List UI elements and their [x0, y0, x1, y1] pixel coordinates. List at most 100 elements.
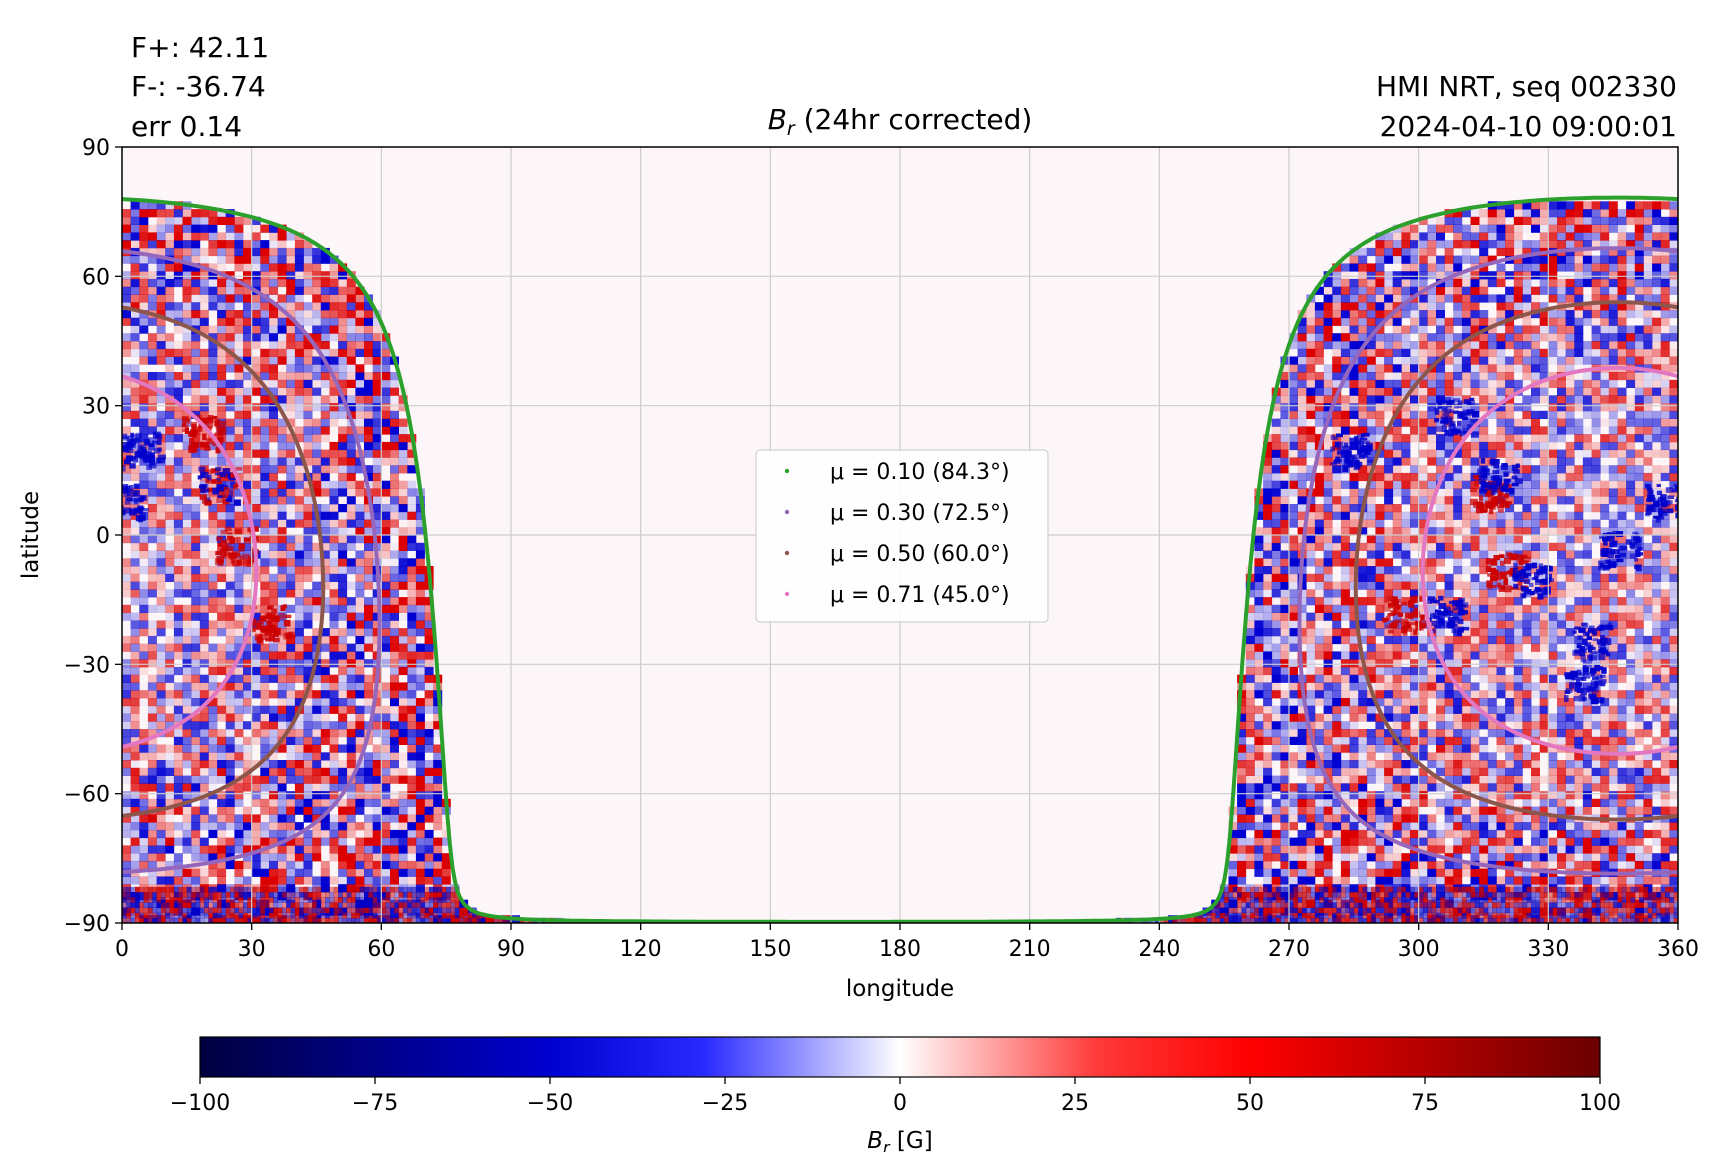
texture-cell: [277, 729, 287, 738]
texture-cell: [372, 837, 382, 846]
texture-cell: [415, 612, 425, 621]
texture-cell: [130, 348, 140, 357]
texture-cell: [355, 573, 365, 582]
texture-cell: [1340, 860, 1350, 870]
texture-cell: [1314, 472, 1324, 482]
texture-cell: [1444, 736, 1454, 745]
texture-cell: [1418, 255, 1428, 264]
texture-cell: [251, 488, 261, 497]
texture-cell: [182, 659, 192, 668]
texture-cell: [251, 310, 261, 319]
texture-cell: [1289, 472, 1298, 482]
texture-cell: [346, 434, 356, 443]
texture-cell: [1280, 612, 1290, 621]
texture-cell: [346, 286, 356, 295]
texture-cell: [1461, 775, 1471, 784]
texture-cell: [303, 255, 313, 264]
texture-cell: [329, 752, 339, 761]
texture-cell: [139, 837, 149, 846]
texture-cell: [130, 581, 140, 590]
texture-cell: [312, 263, 322, 272]
texture-cell: [165, 666, 175, 676]
texture-cell: [1366, 341, 1376, 350]
texture-cell: [381, 604, 391, 613]
texture-cell: [1323, 333, 1333, 342]
texture-cell: [355, 542, 365, 551]
texture-cell: [1349, 783, 1359, 792]
texture-cell: [139, 240, 149, 249]
texture-cell: [1254, 597, 1264, 606]
texture-cell: [182, 791, 192, 800]
texture-cell: [260, 356, 270, 365]
texture-cell: [208, 348, 218, 357]
texture-cell: [320, 736, 330, 745]
texture-cell: [1375, 736, 1385, 745]
texture-cell: [183, 768, 192, 776]
texture-cell: [1271, 853, 1281, 862]
texture-cell: [1289, 643, 1298, 652]
texture-cell: [372, 752, 382, 761]
texture-cell: [269, 434, 278, 443]
texture-cell: [1254, 550, 1264, 559]
texture-cell: [1366, 286, 1376, 295]
texture-cell: [1436, 542, 1445, 551]
texture-cell: [320, 333, 330, 342]
texture-cell: [355, 317, 365, 326]
texture-cell: [191, 744, 201, 753]
texture-cell: [191, 791, 201, 800]
texture-cell: [312, 767, 322, 776]
texture-cell: [243, 612, 252, 621]
texture-cell: [1436, 721, 1445, 730]
texture-cell: [433, 860, 443, 870]
texture-cell: [346, 356, 356, 365]
texture-cell: [156, 294, 166, 303]
texture-cell: [1453, 240, 1463, 249]
texture-cell: [1340, 348, 1350, 357]
texture-cell: [1332, 542, 1342, 551]
texture-cell: [217, 263, 227, 272]
texture-cell: [355, 698, 364, 706]
texture-cell: [346, 791, 356, 800]
texture-cell: [398, 666, 408, 676]
texture-cell: [1340, 760, 1350, 769]
texture-cell: [208, 247, 218, 257]
texture-cell: [1332, 752, 1342, 761]
texture-cell: [269, 535, 278, 544]
texture-cell: [1340, 868, 1350, 877]
texture-cell: [208, 558, 218, 567]
texture-cell: [286, 410, 296, 419]
texture-cell: [156, 511, 166, 520]
texture-cell: [199, 209, 209, 218]
texture-cell: [1340, 791, 1350, 800]
texture-cell: [1453, 721, 1463, 730]
texture-cell: [1375, 791, 1385, 800]
texture-cell: [173, 837, 183, 846]
texture-cell: [251, 418, 261, 427]
texture-cell: [1418, 899, 1428, 908]
texture-cell: [182, 581, 192, 590]
texture-cell: [182, 449, 192, 458]
texture-cell: [1375, 775, 1385, 784]
texture-cell: [1375, 674, 1385, 683]
texture-cell: [173, 426, 183, 435]
texture-cell: [1297, 729, 1307, 738]
texture-cell: [234, 760, 244, 769]
texture-cell: [1392, 752, 1402, 761]
texture-cell: [338, 441, 348, 451]
texture-cell: [294, 806, 304, 815]
texture-cell: [243, 395, 252, 404]
texture-cell: [1384, 651, 1394, 660]
texture-cell: [355, 519, 365, 528]
texture-cell: [156, 752, 166, 761]
texture-cell: [1427, 736, 1437, 745]
texture-cell: [320, 822, 330, 831]
texture-cell: [415, 682, 425, 691]
texture-cell: [139, 465, 149, 474]
texture-cell: [390, 635, 399, 645]
texture-cell: [199, 736, 209, 745]
texture-cell: [1289, 666, 1298, 676]
texture-cell: [1366, 791, 1376, 800]
texture-cell: [277, 775, 287, 784]
texture-cell: [1297, 767, 1307, 776]
texture-cell: [182, 868, 192, 877]
